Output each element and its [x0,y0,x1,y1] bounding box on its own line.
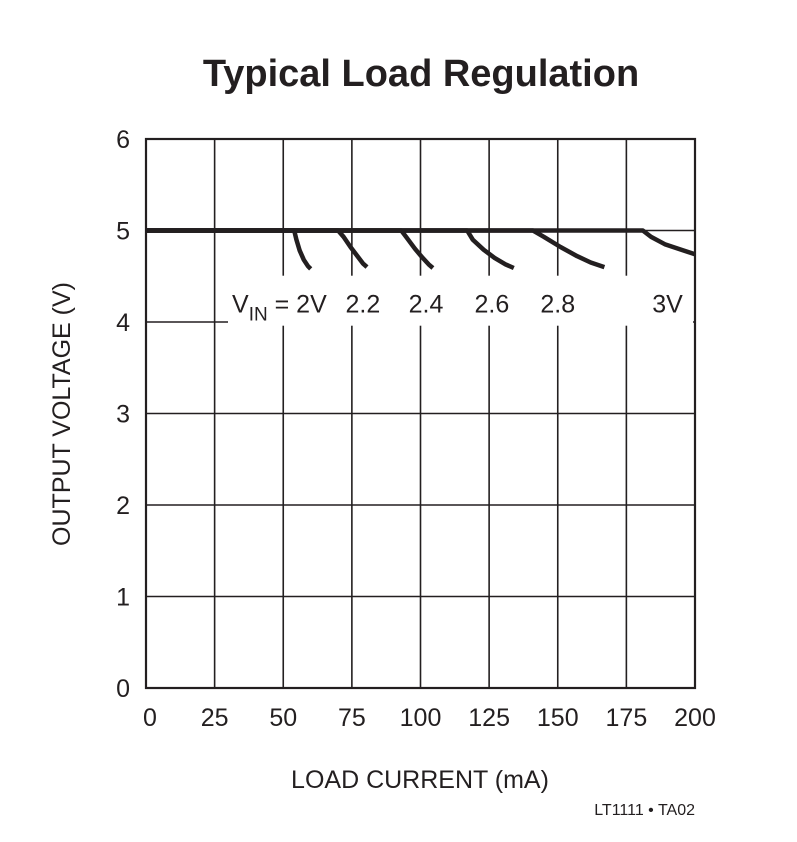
series-label-background [228,275,693,326]
x-tick-label: 0 [143,704,157,732]
series-label: 2.6 [474,291,509,319]
curves [146,228,696,271]
series-labels: VIN = 2V 2.2 2.4 2.6 2.8 3V [228,275,693,326]
series-label: 2.4 [409,291,444,319]
series-label: VIN = 2V [232,291,327,326]
x-tick-label: 175 [606,704,648,732]
series-line [146,228,696,257]
x-tick-label: 150 [537,704,579,732]
y-axis-label: OUTPUT VOLTAGE (V) [48,282,76,546]
y-tick-label: 3 [116,401,130,429]
series-label: 2.2 [345,291,380,319]
y-tick-label: 1 [116,584,130,612]
y-tick-label: 2 [116,492,130,520]
x-tick-label: 125 [468,704,510,732]
series-line [146,228,435,270]
chart-title: Typical Load Regulation [203,53,639,95]
x-tick-label: 25 [201,704,229,732]
plot-frame [144,137,697,690]
y-tick-label: 5 [116,218,130,246]
y-tick-label: 6 [116,126,130,154]
x-tick-label: 100 [400,704,442,732]
figure-id: LT1111 • TA02 [594,802,695,819]
series-label: 2.8 [540,291,575,319]
series-line [146,228,515,271]
x-tick-label: 200 [674,704,716,732]
series-line [146,228,369,269]
x-tick-label: 50 [269,704,297,732]
grid-lines [145,138,696,689]
x-tick-label: 75 [338,704,366,732]
series-line [146,228,313,271]
y-tick-labels: 0 1 2 3 4 5 6 [116,126,130,703]
x-tick-labels: 0 25 50 75 100 125 150 175 200 [143,704,716,732]
x-axis-label: LOAD CURRENT (mA) [291,766,549,794]
series-label: 3V [652,291,683,319]
y-tick-label: 4 [116,309,130,337]
y-tick-label: 0 [116,675,130,703]
